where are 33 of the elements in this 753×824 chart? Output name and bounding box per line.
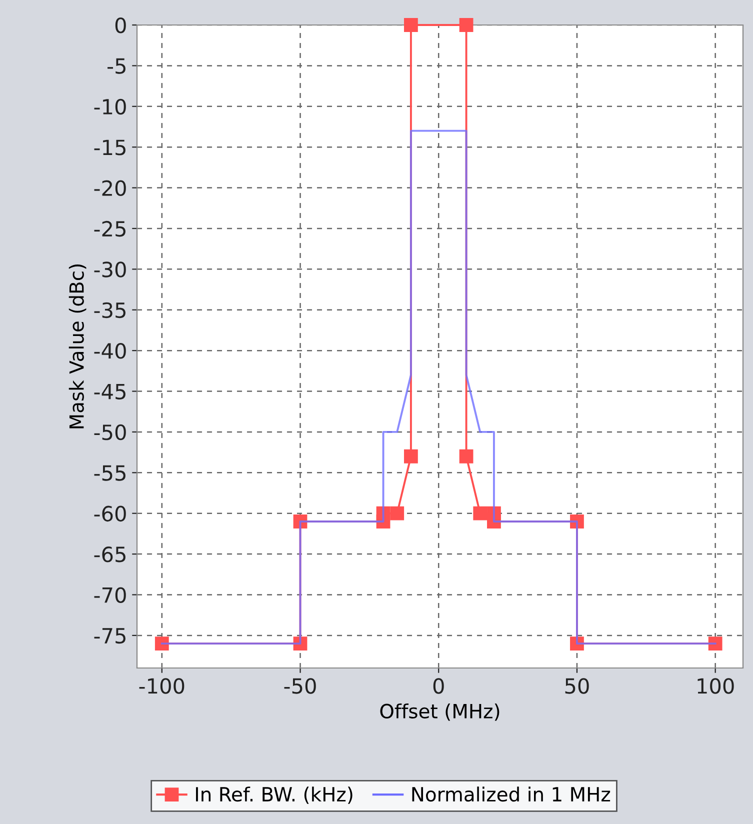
legend-label: Normalized in 1 MHz (412, 786, 610, 802)
point (459, 18, 474, 32)
y-tick-label: -10 (94, 98, 126, 115)
y-tick-label: -65 (94, 546, 126, 562)
y-tick-label: -5 (108, 58, 126, 74)
point (708, 636, 722, 651)
point (459, 449, 474, 464)
point (473, 506, 488, 520)
x-tick-label: -100 (139, 678, 184, 694)
y-tick-label: -15 (94, 140, 126, 156)
y-tick-label: -75 (94, 628, 126, 644)
x-tick-label: 0 (433, 678, 444, 694)
y-axis-title: Mask Value (dBc) (68, 264, 86, 428)
y-tick-label: -60 (94, 506, 126, 522)
y-tick-label: -55 (94, 465, 126, 481)
y-tick-label: -50 (94, 424, 126, 440)
y-tick-label: -40 (94, 343, 126, 359)
x-tick-label: 50 (565, 678, 589, 694)
x-tick-label: -50 (284, 678, 316, 694)
x-axis-title: Offset (MHz) (380, 703, 500, 721)
y-tick-label: -30 (94, 262, 126, 278)
y-tick-label: 0 (115, 17, 126, 34)
y-tick-label: -25 (94, 220, 126, 237)
y-tick-label: -35 (94, 302, 126, 318)
legend-label: In Ref. BW. (kHz) (196, 786, 352, 804)
point (390, 506, 404, 520)
point (404, 449, 418, 464)
y-tick-label: -45 (94, 384, 126, 400)
y-tick-label: -20 (94, 180, 126, 196)
y-tick-label: -70 (94, 587, 126, 603)
point (154, 636, 169, 651)
x-tick-label: 100 (698, 678, 734, 694)
point (404, 18, 418, 32)
